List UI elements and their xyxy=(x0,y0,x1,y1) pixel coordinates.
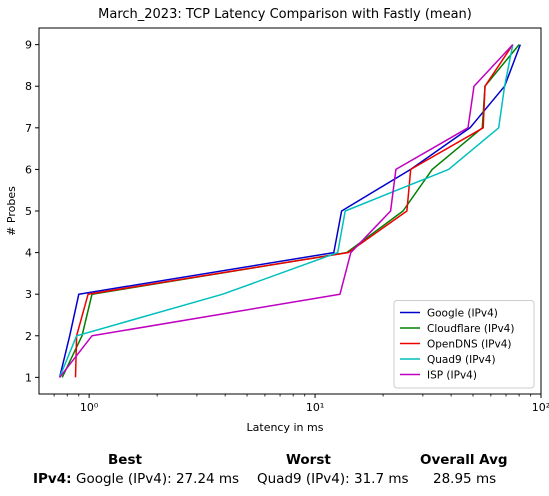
plot-frame xyxy=(38,27,542,395)
worst-header: Worst xyxy=(286,452,331,468)
legend-label: ISP (IPv4) xyxy=(427,370,477,382)
legend-label: Cloudflare (IPv4) xyxy=(427,323,514,335)
ipv4-row-label: IPv4: xyxy=(33,471,72,487)
y-tick-label: 4 xyxy=(25,247,32,260)
summary-table: Best Worst Overall Avg IPv4: Google (IPv… xyxy=(0,448,549,496)
chart-title: March_2023: TCP Latency Comparison with … xyxy=(98,7,472,22)
y-axis-label: # Probes xyxy=(5,186,18,236)
y-tick-label: 7 xyxy=(25,122,32,135)
y-tick-label: 8 xyxy=(25,80,32,93)
legend: Google (IPv4) Cloudflare (IPv4) OpenDNS (I… xyxy=(393,300,535,389)
x-tick-label: 10² xyxy=(532,401,549,414)
series-line-0 xyxy=(58,44,522,378)
overall-avg-header: Overall Avg xyxy=(420,452,508,468)
series-line-4 xyxy=(59,44,514,378)
latency-chart: March_2023: TCP Latency Comparison with … xyxy=(5,7,549,434)
best-value: Google (IPv4): 27.24 ms xyxy=(76,471,240,487)
best-header: Best xyxy=(108,452,142,468)
x-tick-label: 10¹ xyxy=(306,401,324,414)
y-tick-label: 5 xyxy=(25,205,32,218)
legend-label: Quad9 (IPv4) xyxy=(427,354,496,366)
worst-value: Quad9 (IPv4): 31.7 ms xyxy=(257,471,409,487)
series-line-2 xyxy=(74,44,514,378)
y-tick-label: 1 xyxy=(25,371,32,384)
x-axis-label: Latency in ms xyxy=(247,421,324,434)
legend-label: Google (IPv4) xyxy=(427,308,498,320)
legend-box xyxy=(393,300,535,389)
x-tick-label: 10⁰ xyxy=(80,401,99,414)
y-tick-label: 9 xyxy=(25,39,32,52)
y-tick-label: 2 xyxy=(25,330,32,343)
y-tick-label: 3 xyxy=(25,288,32,301)
legend-label: OpenDNS (IPv4) xyxy=(427,339,512,351)
y-tick-label: 6 xyxy=(25,163,32,176)
overall-avg-value: 28.95 ms xyxy=(433,471,497,487)
series-line-3 xyxy=(58,44,514,378)
